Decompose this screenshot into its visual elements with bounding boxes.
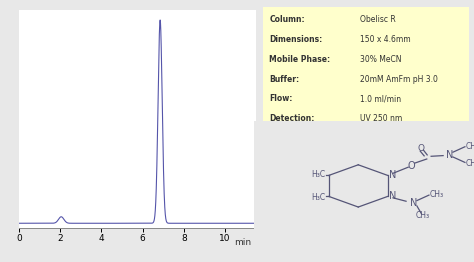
Text: 150 x 4.6mm: 150 x 4.6mm: [360, 35, 410, 44]
Text: O: O: [418, 144, 425, 152]
Text: N: N: [410, 198, 418, 208]
Text: N: N: [389, 170, 397, 180]
Text: O: O: [408, 161, 415, 171]
Text: CH₃: CH₃: [415, 211, 429, 220]
Text: Mobile Phase:: Mobile Phase:: [269, 55, 330, 64]
Text: UV 250 nm: UV 250 nm: [360, 114, 402, 123]
Text: Detection:: Detection:: [269, 114, 315, 123]
Text: N: N: [389, 192, 397, 201]
Text: N: N: [447, 150, 454, 160]
Text: Obelisc R: Obelisc R: [360, 15, 396, 24]
Text: Dimensions:: Dimensions:: [269, 35, 322, 44]
Text: Column:: Column:: [269, 15, 305, 24]
Text: CH₃: CH₃: [466, 141, 474, 151]
Text: H₃C: H₃C: [311, 170, 326, 179]
Text: 30% MeCN: 30% MeCN: [360, 55, 401, 64]
Text: min: min: [234, 238, 251, 247]
Text: H₃C: H₃C: [311, 193, 326, 202]
Text: 1.0 ml/min: 1.0 ml/min: [360, 94, 401, 103]
Text: CH₃: CH₃: [466, 159, 474, 168]
Text: Buffer:: Buffer:: [269, 75, 300, 84]
Text: 20mM AmFm pH 3.0: 20mM AmFm pH 3.0: [360, 75, 438, 84]
Text: Flow:: Flow:: [269, 94, 292, 103]
Text: CH₃: CH₃: [430, 190, 444, 199]
